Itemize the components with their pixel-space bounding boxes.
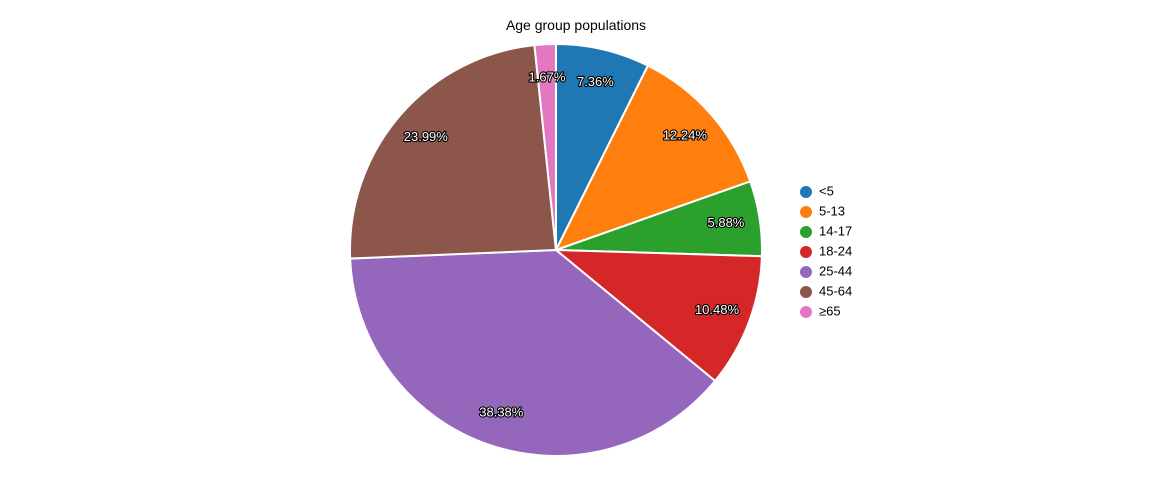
pie-slice (533, 42, 557, 251)
legend-swatch (800, 206, 812, 218)
legend-label: <5 (819, 183, 834, 198)
legend-swatch (800, 186, 812, 198)
legend-item: <5 (800, 183, 834, 198)
slice-percent-label: 23.99% (404, 129, 449, 144)
pie-slices (349, 42, 763, 457)
legend-label: 14-17 (819, 223, 852, 238)
legend-label: 45-64 (819, 283, 852, 298)
legend-item: 45-64 (800, 283, 852, 298)
legend-item: 18-24 (800, 243, 852, 258)
slice-percent-label: 5.88% (708, 215, 745, 230)
pie-slice-labels: 7.36% 12.24% 5.88% 10.48% 38.38% 23.99% 1.67% (403, 69, 746, 421)
slice-percent-label: 7.36% (577, 74, 614, 89)
legend-swatch (800, 306, 812, 318)
slice-percent-label: 10.48% (695, 302, 740, 317)
legend-item: ≥65 (800, 303, 841, 318)
legend-item: 14-17 (800, 223, 852, 238)
legend: <5 5-13 14-17 18-24 25-44 45-64 ≥65 (800, 183, 852, 318)
legend-item: 25-44 (800, 263, 852, 278)
slice-percent-label: 38.38% (479, 405, 524, 420)
legend-label: 25-44 (819, 263, 852, 278)
chart-title: Age group populations (506, 17, 646, 33)
legend-swatch (800, 246, 812, 258)
legend-swatch (800, 286, 812, 298)
slice-percent-label: 12.24% (663, 128, 708, 143)
legend-item: 5-13 (800, 203, 845, 218)
legend-label: 5-13 (819, 203, 845, 218)
pie-slice (554, 64, 752, 252)
legend-label: ≥65 (819, 303, 841, 318)
pie-slice (349, 248, 717, 457)
legend-swatch (800, 266, 812, 278)
legend-label: 18-24 (819, 243, 852, 258)
pie-slice (553, 248, 763, 383)
legend-swatch (800, 226, 812, 238)
slice-percent-label: 1.67% (529, 70, 566, 85)
pie-slice (349, 44, 558, 260)
